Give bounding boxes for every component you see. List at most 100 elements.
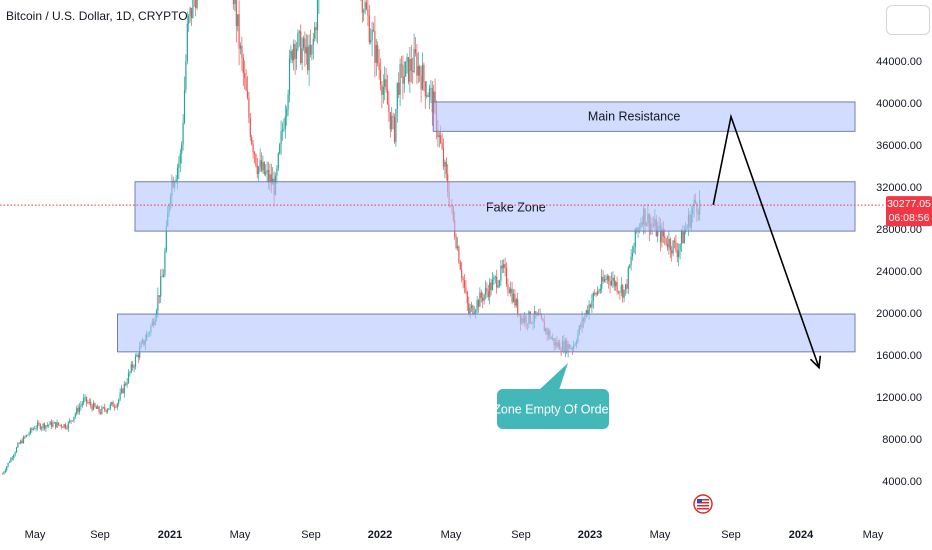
candle-body — [234, 0, 236, 5]
candle-body — [501, 265, 503, 269]
candle-body — [668, 238, 670, 248]
candle-body — [69, 420, 71, 423]
candle-body — [682, 231, 684, 244]
candle-body — [176, 167, 179, 180]
candle-body — [391, 115, 393, 130]
candle-body — [88, 402, 90, 403]
candle-body — [70, 420, 72, 422]
candle-body — [41, 427, 43, 429]
candle-body — [266, 170, 268, 173]
candle-body — [24, 436, 26, 438]
candle-body — [512, 293, 515, 302]
candle-body — [122, 388, 124, 394]
chart-control-button[interactable] — [886, 5, 930, 35]
candle-body — [403, 76, 405, 84]
candle-body — [511, 288, 513, 302]
candle-body — [603, 279, 606, 282]
candle-body — [442, 148, 445, 167]
candle-body — [158, 295, 160, 297]
candle-body — [301, 47, 303, 64]
candle-body — [85, 396, 88, 403]
candle-body — [64, 424, 67, 428]
candle-body — [255, 154, 257, 166]
candle-body — [87, 402, 89, 404]
candle-body — [280, 131, 282, 145]
candle-body — [676, 250, 678, 257]
price-badge — [886, 196, 932, 227]
candle-body — [49, 421, 51, 425]
candle-body — [294, 43, 296, 59]
candle-body — [659, 225, 662, 243]
candle-body — [113, 406, 116, 408]
candle-body — [258, 166, 260, 175]
zone-rect[interactable] — [117, 313, 856, 353]
candle-body — [244, 73, 246, 78]
zone-rect[interactable] — [134, 181, 856, 232]
main-resistance-label: Main Resistance — [588, 110, 680, 124]
candle-body — [500, 265, 502, 281]
candle-body — [385, 79, 387, 90]
candle-body — [368, 15, 370, 43]
candle-body — [90, 402, 92, 406]
candle-body — [505, 267, 508, 285]
candle-body — [92, 403, 95, 410]
candle-body — [295, 48, 298, 59]
candle-body — [388, 104, 390, 113]
candle-body — [377, 45, 379, 64]
candle-body — [66, 427, 68, 429]
candle-body — [406, 57, 408, 62]
candle-body — [669, 238, 671, 251]
candle-body — [136, 354, 138, 357]
candle-body — [486, 288, 488, 292]
candle-body — [412, 70, 414, 72]
candle-body — [34, 428, 36, 430]
candle-body — [115, 406, 117, 408]
candle-body — [118, 399, 120, 404]
candle-body — [239, 45, 242, 49]
candle-body — [472, 305, 474, 315]
candle-body — [183, 89, 186, 123]
candle-body — [252, 143, 254, 153]
candle-body — [102, 407, 104, 409]
candle-body — [60, 424, 62, 427]
candle-body — [67, 422, 69, 429]
candle-body — [386, 89, 389, 105]
candle-body — [430, 88, 432, 90]
candle-body — [605, 279, 607, 280]
candle-body — [45, 425, 47, 429]
candle-body — [381, 85, 383, 95]
symbol-title[interactable]: Bitcoin / U.S. Dollar, 1D, CRYPTO — [6, 9, 188, 23]
candle-body — [14, 452, 16, 456]
candle-body — [399, 64, 401, 95]
y-axis-tick-label: 32000.00 — [876, 182, 922, 194]
candle-body — [664, 236, 666, 238]
candle-body — [431, 88, 433, 113]
candle-body — [491, 279, 494, 291]
candle-body — [396, 82, 398, 110]
candle-body — [595, 293, 597, 295]
candle-body — [626, 284, 628, 289]
candle-body — [283, 128, 285, 130]
candle-body — [510, 288, 512, 294]
zone-rect[interactable] — [432, 101, 856, 132]
candle-body — [28, 433, 30, 435]
us-flag-icon[interactable] — [693, 494, 713, 514]
candle-body — [80, 404, 82, 407]
projection-path[interactable] — [712, 113, 820, 368]
candle-body — [489, 282, 491, 298]
candle-body — [407, 57, 410, 82]
candle-body — [672, 240, 674, 254]
candle-body — [161, 276, 163, 278]
x-axis-tick-label: May — [441, 529, 462, 541]
candle-body — [428, 88, 431, 97]
candle-body — [589, 304, 592, 308]
candle-body — [483, 294, 485, 301]
candle-body — [129, 371, 131, 373]
candle-body — [596, 290, 599, 295]
candle-body — [97, 406, 99, 409]
callout-box[interactable] — [497, 389, 609, 429]
candle-body — [164, 251, 166, 275]
candle-body — [50, 421, 53, 427]
candle-body — [497, 285, 499, 288]
